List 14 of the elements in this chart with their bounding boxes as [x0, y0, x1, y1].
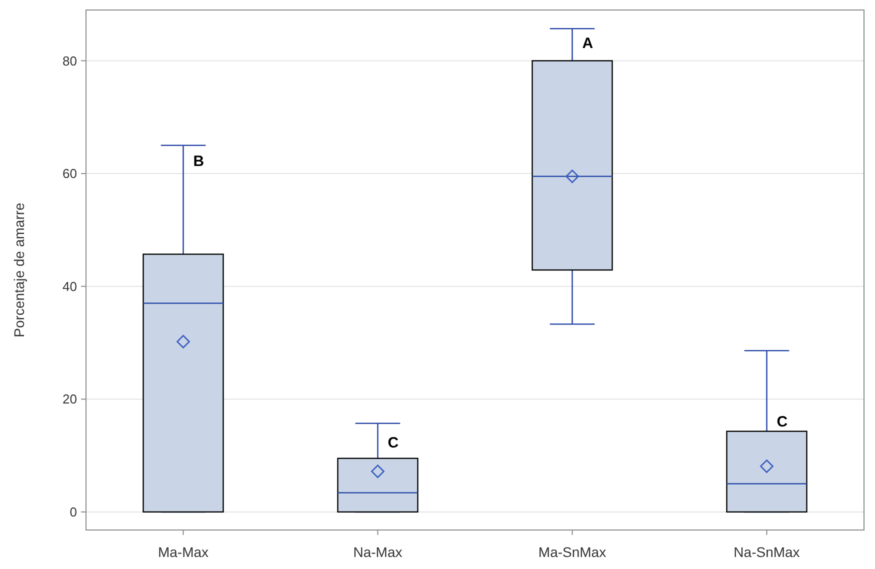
x-tick-label: Na-Max [353, 544, 402, 560]
y-tick-label: 20 [62, 392, 77, 407]
annotation: B [193, 152, 204, 170]
annotation: C [776, 413, 788, 430]
x-tick-label: Ma-Max [158, 544, 209, 560]
annotation: C [388, 434, 399, 452]
x-tick-label: Ma-SnMax [538, 544, 606, 560]
y-tick-label: 40 [62, 278, 77, 294]
annotation: A [582, 34, 594, 52]
y-tick-label: 0 [70, 504, 77, 520]
y-tick-label: 60 [62, 166, 77, 182]
y-tick-label: 80 [62, 53, 77, 68]
x-tick-label: Na-SnMax [734, 544, 800, 560]
y-axis-title: Porcentaje de amarre [11, 202, 27, 338]
